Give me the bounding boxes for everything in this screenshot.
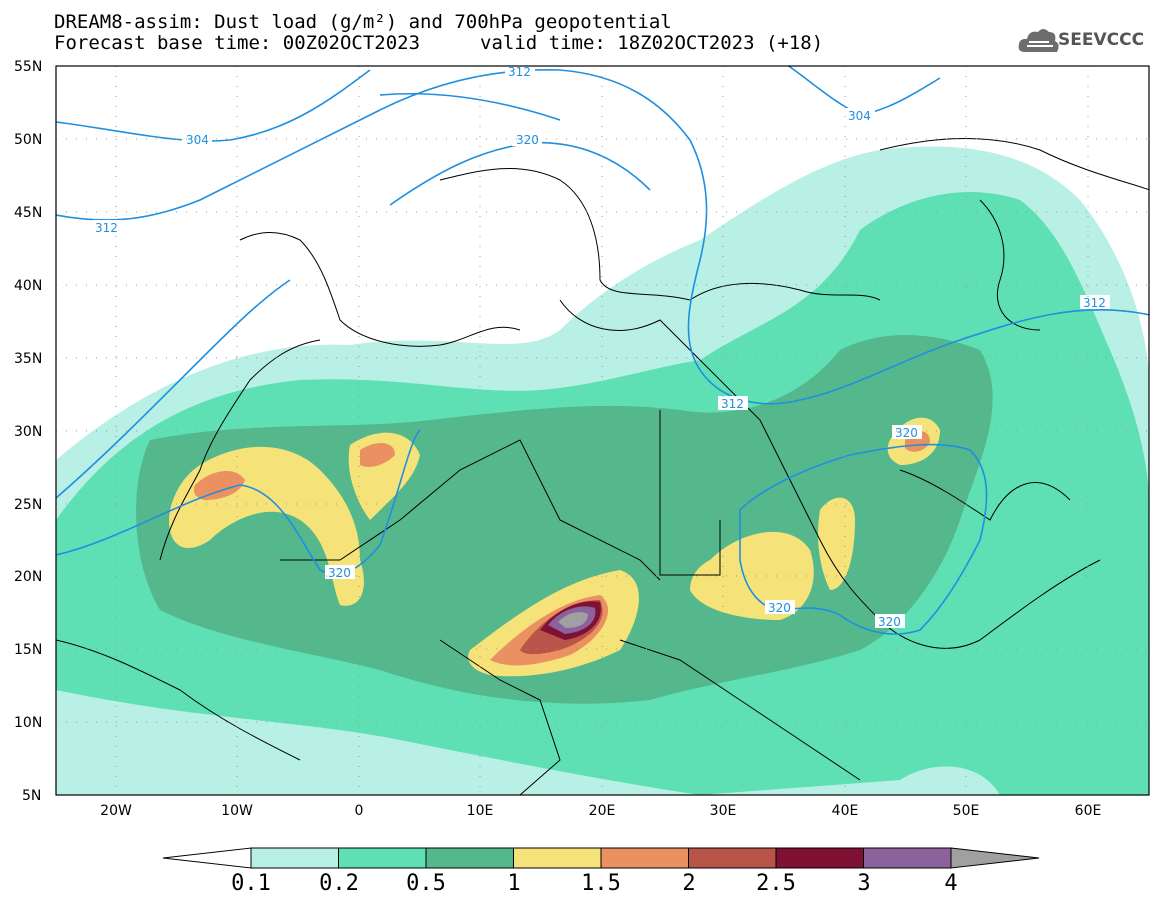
colorbar-swatch xyxy=(600,847,689,869)
svg-text:320: 320 xyxy=(328,566,351,580)
colorbar-labels: 0.1 0.2 0.5 1 1.5 2 2.5 3 4 xyxy=(231,871,958,896)
lat-tick: 50N xyxy=(14,132,42,148)
forecast-base-time: Forecast base time: 00Z02OCT2023 xyxy=(54,32,421,54)
lat-tick: 35N xyxy=(14,351,42,367)
lon-tick: 10W xyxy=(221,803,253,819)
graticule xyxy=(56,66,1149,795)
svg-text:320: 320 xyxy=(895,426,918,440)
lon-tick: 50E xyxy=(953,803,980,819)
svg-text:320: 320 xyxy=(878,615,901,629)
lat-tick: 20N xyxy=(14,569,42,585)
colorbar-tick: 1.5 xyxy=(581,871,621,896)
map-title: DREAM8-assim: Dust load (g/m²) and 700hP… xyxy=(54,11,672,33)
lon-tick: 20E xyxy=(589,803,616,819)
lat-tick: 5N xyxy=(22,788,41,804)
lon-tick: 40E xyxy=(832,803,859,819)
colorbar-tick: 0.2 xyxy=(319,871,359,896)
lon-tick: 30E xyxy=(710,803,737,819)
map-frame xyxy=(55,65,1150,796)
colorbar-swatch xyxy=(513,847,602,869)
lat-tick: 45N xyxy=(14,205,42,221)
lat-tick: 25N xyxy=(14,497,42,513)
colorbar-high-arrow xyxy=(950,847,1040,869)
colorbar-tick: 2 xyxy=(682,871,695,896)
valid-time: valid time: 18Z02OCT2023 (+18) xyxy=(480,32,824,54)
colorbar-tick: 0.5 xyxy=(406,871,446,896)
colorbar-swatch xyxy=(688,847,777,869)
latitude-axis: 55N 50N 45N 40N 35N 30N 25N 20N 15N 10N … xyxy=(14,59,42,804)
dust-field xyxy=(56,146,1149,795)
colorbar-tick: 0.1 xyxy=(231,871,271,896)
colorbar-tick: 3 xyxy=(857,871,870,896)
colorbar-tick: 4 xyxy=(944,871,957,896)
lon-tick: 20W xyxy=(100,803,132,819)
lat-tick: 10N xyxy=(14,715,42,731)
lat-tick: 15N xyxy=(14,642,42,658)
colorbar-swatch xyxy=(863,847,952,869)
colorbar xyxy=(162,847,1040,869)
svg-text:312: 312 xyxy=(1083,296,1106,310)
lon-tick: 10E xyxy=(467,803,494,819)
logo-text: SEEVCCC xyxy=(1058,30,1145,50)
lat-tick: 40N xyxy=(14,278,42,294)
colorbar-swatch xyxy=(250,847,339,869)
lat-tick: 30N xyxy=(14,424,42,440)
svg-text:312: 312 xyxy=(721,397,744,411)
svg-text:320: 320 xyxy=(768,601,791,615)
colorbar-swatch xyxy=(338,847,427,869)
svg-text:312: 312 xyxy=(95,221,118,235)
svg-text:304: 304 xyxy=(186,133,209,147)
cloud-icon xyxy=(1018,29,1059,52)
svg-text:304: 304 xyxy=(848,109,871,123)
lat-tick: 55N xyxy=(14,59,42,75)
lon-tick: 0 xyxy=(355,803,364,819)
longitude-axis: 20W 10W 0 10E 20E 30E 40E 50E 60E xyxy=(100,803,1101,819)
svg-text:312: 312 xyxy=(508,65,531,79)
svg-text:320: 320 xyxy=(516,133,539,147)
geopotential-contours xyxy=(56,66,1149,635)
contour-labels: 312 304 320 312 304 312 312 320 320 320 … xyxy=(92,65,1110,629)
colorbar-swatch xyxy=(775,847,864,869)
colorbar-tick: 1 xyxy=(507,871,520,896)
colorbar-low-arrow xyxy=(162,847,252,869)
colorbar-swatch xyxy=(425,847,514,869)
lon-tick: 60E xyxy=(1075,803,1102,819)
colorbar-tick: 2.5 xyxy=(756,871,796,896)
